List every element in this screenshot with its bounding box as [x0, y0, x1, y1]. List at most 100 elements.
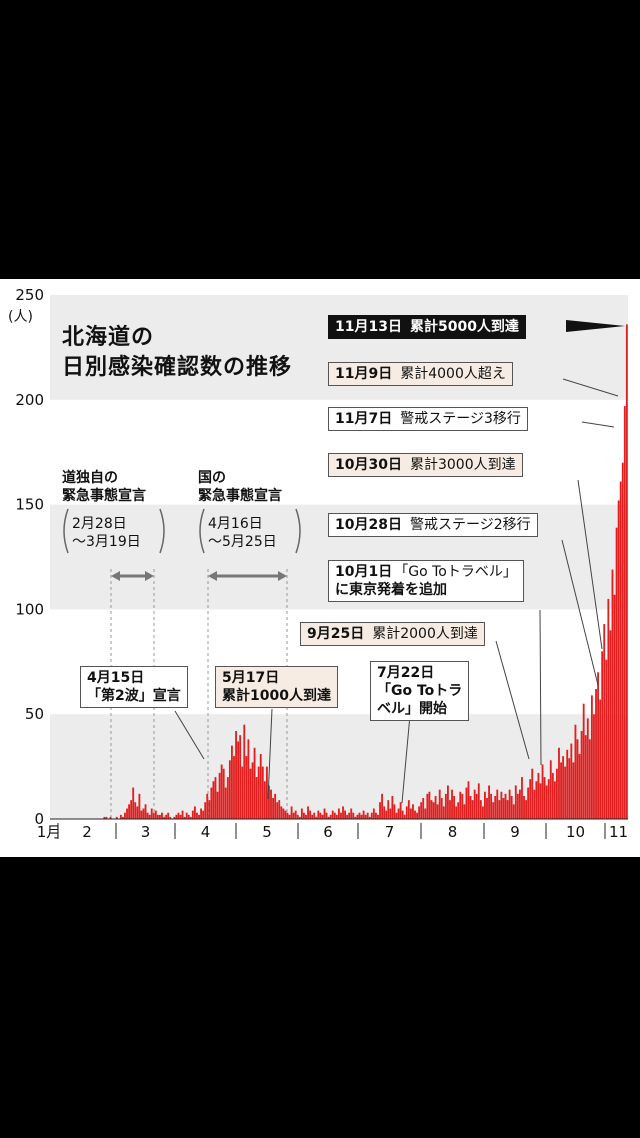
data-bar [340, 812, 342, 819]
chart-title-line1: 北海道の [62, 325, 155, 350]
data-bar [516, 793, 519, 819]
data-bar [156, 814, 159, 819]
data-bar [504, 793, 507, 819]
data-bar [167, 812, 170, 819]
data-bar [414, 810, 416, 819]
data-bar [265, 766, 268, 819]
data-bar [241, 766, 244, 819]
data-bar [566, 749, 569, 819]
data-bar [405, 806, 408, 819]
data-bar [426, 793, 429, 819]
data-bar [296, 814, 299, 819]
data-bar [159, 814, 161, 819]
data-bar [165, 814, 168, 819]
national-range-paren-right [295, 508, 301, 554]
annotation-jul22-text2: ベル」開始 [377, 701, 447, 717]
data-bar [381, 793, 384, 819]
local-emergency-arrow-head-right [145, 571, 154, 581]
data-bar [237, 741, 240, 819]
data-bar [290, 806, 293, 819]
chart-title-line2: 日別感染確認数の推移 [62, 355, 293, 380]
data-bar [430, 800, 433, 819]
data-bar [364, 814, 367, 819]
data-bar [142, 808, 145, 819]
data-bar [576, 739, 579, 819]
data-bar [208, 800, 211, 819]
data-bar [510, 795, 513, 819]
data-bar [475, 793, 478, 819]
month-label: 3 [141, 823, 151, 841]
data-bar [446, 785, 449, 819]
y-tick-label: 150 [15, 496, 44, 514]
data-bar [344, 810, 346, 819]
annotation-apr15: 4月15日 「第2波」宣言 [80, 666, 188, 708]
data-bar [348, 812, 351, 819]
data-bar [424, 808, 427, 819]
data-bar [163, 816, 165, 819]
annotation-oct1: 10月1日 「Go Toトラベル」 に東京発着を追加 [328, 560, 524, 602]
data-bar [560, 762, 562, 819]
month-label: 8 [448, 823, 458, 841]
annotation-nov13-date: 11月13日 [335, 319, 402, 335]
data-bar [457, 802, 460, 819]
data-bar [477, 783, 480, 819]
data-bar [543, 777, 546, 819]
data-bar [496, 789, 499, 819]
data-bar [469, 795, 472, 819]
data-bar [407, 800, 410, 819]
data-bar [383, 806, 386, 819]
month-label: 7 [385, 823, 395, 841]
data-bar [463, 804, 466, 819]
data-bar [342, 806, 344, 819]
local-emergency-start: 2月28日 [72, 516, 127, 532]
data-bar [115, 816, 118, 819]
data-bar [196, 812, 198, 819]
annotation-nov7: 11月7日 警戒ステージ3移行 [328, 407, 528, 431]
annotation-apr15-date: 4月15日 [87, 670, 145, 686]
annotation-nov9-leader [562, 378, 619, 397]
annotation-oct30: 10月30日 累計3000人到達 [328, 453, 523, 477]
data-bar [461, 793, 464, 819]
data-bar [222, 768, 225, 819]
data-bar [611, 569, 614, 819]
data-bar [331, 810, 334, 819]
data-bar [140, 810, 143, 819]
data-bar [467, 781, 470, 819]
data-bar [539, 783, 542, 819]
data-bar [185, 812, 188, 819]
data-bar [436, 804, 439, 819]
data-bar [412, 804, 414, 819]
annotation-sep25: 9月25日 累計2000人到達 [300, 622, 485, 646]
data-bar [556, 768, 558, 819]
data-bar [319, 812, 322, 819]
data-bar [126, 808, 128, 819]
data-bar [216, 791, 219, 819]
data-bar [175, 814, 178, 819]
data-bar [551, 772, 554, 819]
annotation-jul22-leader [401, 714, 411, 804]
data-bar [119, 814, 122, 819]
data-bar [132, 787, 135, 819]
data-bar [274, 793, 277, 819]
annotation-oct28-text: 警戒ステージ2移行 [409, 517, 531, 533]
data-bar [333, 812, 336, 819]
data-bar [191, 810, 194, 819]
data-bar [204, 802, 207, 819]
data-bar [613, 594, 616, 819]
annotation-jul22: 7月22日 「Go Toトラ ベル」開始 [370, 661, 470, 721]
national-emergency-title-2: 緊急事態宣言 [198, 488, 282, 504]
data-bar [226, 777, 229, 819]
y-tick-label: 200 [15, 391, 44, 409]
national-emergency-arrow-head-right [278, 571, 287, 581]
data-bar [286, 812, 289, 819]
data-bar [486, 798, 488, 819]
annotation-may17-text: 累計1000人到達 [222, 688, 331, 704]
data-bar [272, 798, 275, 819]
data-bar [605, 659, 608, 819]
data-bar [418, 806, 421, 819]
data-bar [545, 785, 548, 819]
y-tick-label: 250 [15, 286, 44, 304]
data-bar [479, 800, 482, 819]
month-label: 11 [609, 823, 628, 841]
data-bar [449, 800, 451, 819]
